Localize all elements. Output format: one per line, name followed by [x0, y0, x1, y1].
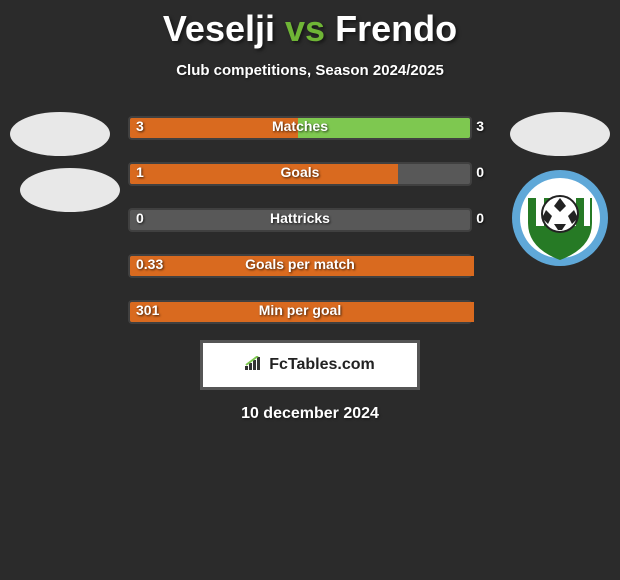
bar-track — [128, 116, 472, 140]
player1-bar — [130, 118, 302, 138]
stat-value-right: 0 — [476, 164, 484, 180]
brand-box[interactable]: FcTables.com — [200, 340, 420, 390]
player1-name: Veselji — [163, 8, 275, 49]
bar-track — [128, 208, 472, 232]
stat-row: Matches33 — [0, 116, 620, 162]
brand-text: FcTables.com — [269, 356, 375, 374]
bar-track — [128, 254, 472, 278]
player1-bar — [130, 302, 474, 322]
stat-row: Goals10 — [0, 162, 620, 208]
comparison-title: Veselji vs Frendo — [0, 8, 620, 50]
footer-date: 10 december 2024 — [0, 405, 620, 423]
player1-bar — [130, 164, 398, 184]
bar-track — [128, 300, 472, 324]
stat-row: Hattricks00 — [0, 208, 620, 254]
chart-icon — [245, 356, 263, 375]
subtitle: Club competitions, Season 2024/2025 — [0, 62, 620, 79]
stat-row: Goals per match0.33 — [0, 254, 620, 300]
player1-bar — [130, 256, 474, 276]
player2-name: Frendo — [335, 8, 457, 49]
bar-track — [128, 162, 472, 186]
vs-text: vs — [285, 8, 325, 49]
stat-value-right: 3 — [476, 118, 484, 134]
player2-bar — [298, 118, 470, 138]
stat-value-right: 0 — [476, 210, 484, 226]
